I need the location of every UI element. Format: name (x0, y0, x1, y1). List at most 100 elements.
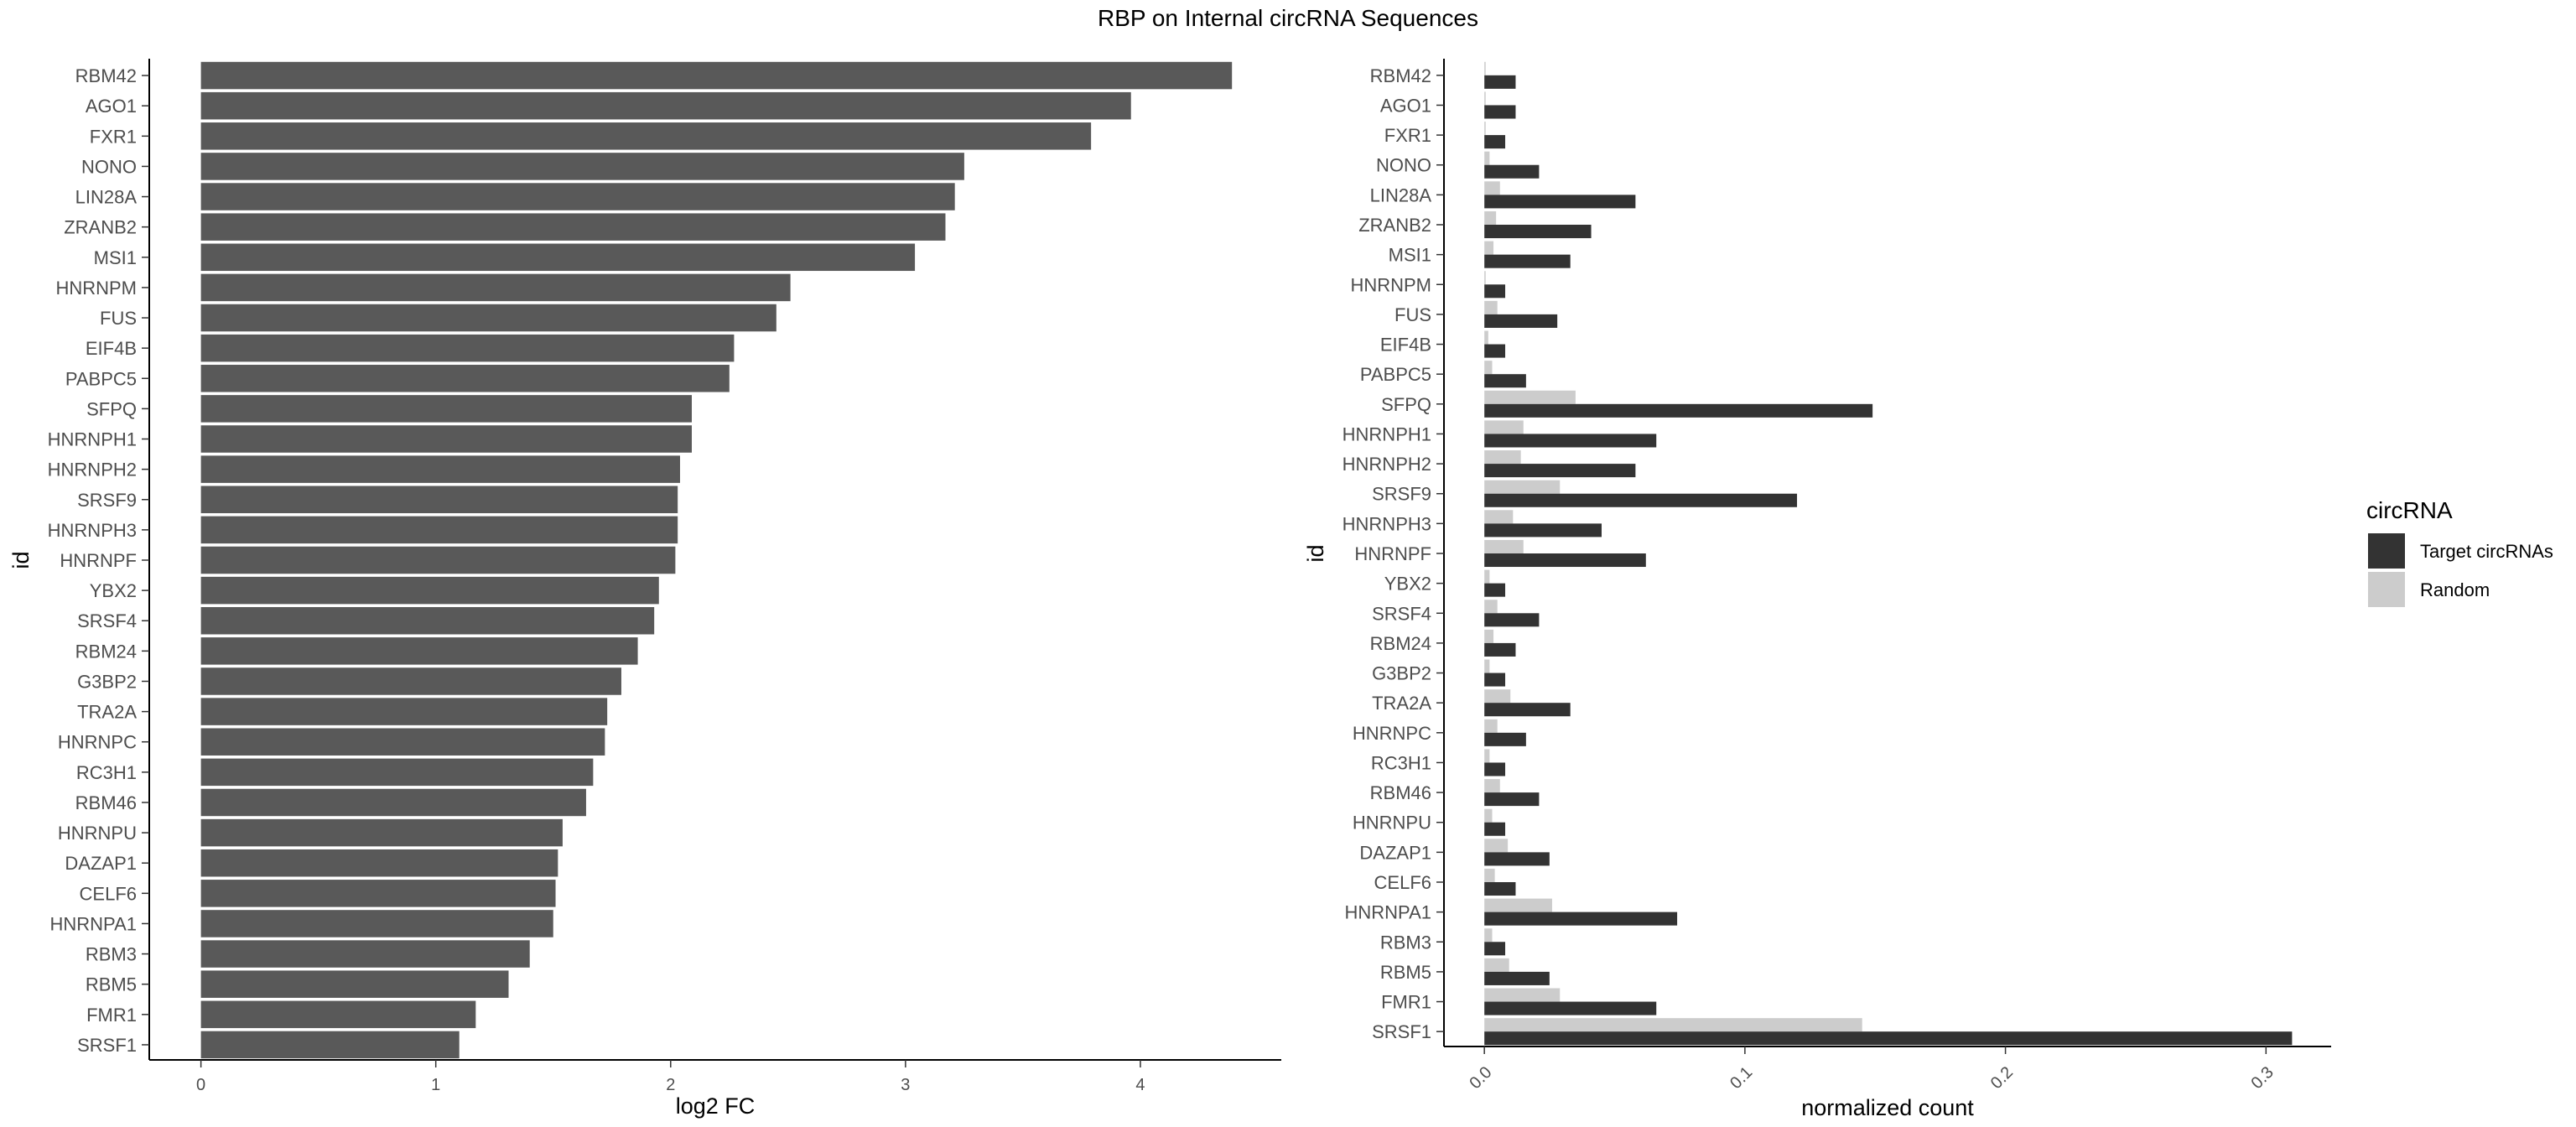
bar-tra2a (200, 698, 608, 725)
bar-rbm46-target-circrnas (1484, 792, 1540, 807)
bar-fus-random (1484, 300, 1498, 314)
bar-hnrnpa1-random (1484, 898, 1552, 912)
bar-sfpq-random (1484, 390, 1576, 404)
bar-srsf4-target-circrnas (1484, 613, 1540, 627)
y-tick-label: SRSF4 (77, 610, 137, 631)
bar-ago1 (200, 91, 1131, 120)
bar-g3bp2-target-circrnas (1484, 673, 1506, 687)
y-tick-label: DAZAP1 (65, 853, 137, 874)
y-tick-label: SRSF1 (1372, 1021, 1431, 1042)
y-tick-label: RBM5 (86, 974, 137, 995)
bar-srsf4 (200, 606, 655, 635)
bar-hnrnpa1-target-circrnas (1484, 911, 1678, 926)
bar-srsf9 (200, 486, 678, 514)
y-tick-label: FMR1 (1381, 992, 1431, 1013)
bar-nono (200, 153, 964, 180)
bar-hnrnph1-target-circrnas (1484, 434, 1657, 448)
y-tick-label: HNRNPH1 (48, 429, 137, 450)
x-axis-title: log2 FC (676, 1093, 756, 1119)
y-axis-title: id (1303, 544, 1328, 562)
y-tick-label: HNRNPA1 (49, 913, 137, 934)
bar-srsf1 (200, 1031, 460, 1059)
y-tick-label: NONO (1376, 155, 1431, 176)
x-tick-label: 0.0 (1466, 1063, 1495, 1093)
bar-sfpq-target-circrnas (1484, 403, 1873, 418)
y-tick-label: AGO1 (1380, 95, 1431, 116)
bar-hnrnpm-random (1484, 271, 1486, 285)
bar-hnrnph1 (200, 425, 692, 453)
y-tick-label: FUS (1394, 304, 1431, 325)
page-title: RBP on Internal circRNA Sequences (1098, 5, 1478, 31)
bar-rbm24 (200, 637, 638, 665)
bar-dazap1 (200, 849, 558, 877)
y-tick-label: ZRANB2 (1358, 215, 1431, 236)
bar-rbm24-target-circrnas (1484, 642, 1516, 657)
bar-rbm3-target-circrnas (1484, 942, 1506, 956)
bar-eif4b-target-circrnas (1484, 344, 1506, 358)
y-tick-label: DAZAP1 (1359, 842, 1431, 863)
y-tick-label: HNRNPF (1354, 543, 1431, 564)
bar-hnrnpf-target-circrnas (1484, 553, 1646, 568)
bar-rbm42-target-circrnas (1484, 75, 1516, 89)
y-tick-label: PABPC5 (65, 368, 137, 389)
bar-ybx2-random (1484, 569, 1490, 584)
y-tick-label: RBM5 (1380, 962, 1431, 983)
y-tick-label: SRSF4 (1372, 603, 1431, 624)
y-tick-label: PABPC5 (1360, 364, 1431, 385)
bar-hnrnpm (200, 273, 791, 302)
y-tick-label: FXR1 (1384, 125, 1431, 146)
y-tick-label: G3BP2 (1372, 663, 1431, 684)
bar-hnrnph3 (200, 516, 678, 544)
bar-rbm3-random (1484, 928, 1493, 943)
bar-lin28a (200, 183, 955, 210)
y-tick-label: RBM46 (1370, 782, 1431, 803)
normalized-count-panel: RBM42 AGO1 FXR1 NONO LIN28A ZRANB2 MSI1 HNRNPM F… (1303, 59, 2553, 1120)
y-tick-label: AGO1 (86, 96, 137, 117)
bar-hnrnpa1 (200, 910, 553, 937)
bar-eif4b-random (1484, 330, 1488, 345)
bar-lin28a-random (1484, 181, 1500, 195)
bar-hnrnpc (200, 728, 605, 756)
y-tick-label: HNRNPU (1353, 813, 1431, 834)
y-tick-label: MSI1 (94, 247, 137, 268)
y-tick-label: HNRNPH3 (48, 520, 137, 541)
y-tick-label: CELF6 (1374, 872, 1431, 893)
bar-lin28a-target-circrnas (1484, 195, 1636, 209)
bar-rbm5-target-circrnas (1484, 971, 1550, 985)
y-tick-label: HNRNPF (60, 550, 137, 571)
x-tick-label: 0.1 (1727, 1063, 1756, 1093)
y-tick-label: YBX2 (90, 580, 137, 601)
bar-rbm42-random (1484, 61, 1486, 75)
y-tick-label: RBM3 (1380, 932, 1431, 953)
bar-hnrnpc-target-circrnas (1484, 732, 1526, 746)
y-axis-title: id (8, 551, 34, 569)
x-tick-label: 1 (431, 1076, 440, 1094)
bar-hnrnpu-target-circrnas (1484, 822, 1506, 836)
bar-zranb2 (200, 213, 946, 241)
bar-hnrnpu (200, 818, 563, 847)
bar-eif4b (200, 334, 735, 362)
bar-srsf9-target-circrnas (1484, 493, 1798, 507)
y-tick-label: HNRNPH2 (48, 460, 137, 480)
y-tick-label: CELF6 (80, 883, 137, 904)
log2fc-panel: RBM42 AGO1 FXR1 NONO LIN28A ZRANB2 MSI1 HNRNPM F… (8, 59, 1281, 1119)
y-tick-label: RC3H1 (76, 762, 137, 783)
y-tick-label: RBM24 (75, 641, 137, 662)
bar-fxr1-target-circrnas (1484, 135, 1506, 149)
bar-rc3h1 (200, 758, 594, 787)
y-tick-label: HNRNPC (58, 732, 137, 753)
bar-msi1-target-circrnas (1484, 254, 1571, 268)
bar-hnrnpf-random (1484, 539, 1524, 553)
legend-swatch (2368, 533, 2405, 569)
x-tick-label: 4 (1135, 1076, 1145, 1094)
bar-dazap1-target-circrnas (1484, 852, 1550, 866)
bar-hnrnph1-random (1484, 420, 1524, 434)
y-tick-label: FUS (100, 308, 137, 329)
legend-label: Random (2420, 579, 2490, 600)
bar-rbm24-random (1484, 629, 1494, 643)
bar-tra2a-target-circrnas (1484, 703, 1571, 717)
bar-rc3h1-target-circrnas (1484, 762, 1506, 776)
bar-hnrnph3-random (1484, 510, 1514, 524)
bar-pabpc5-random (1484, 361, 1493, 375)
bar-rc3h1-random (1484, 749, 1490, 763)
